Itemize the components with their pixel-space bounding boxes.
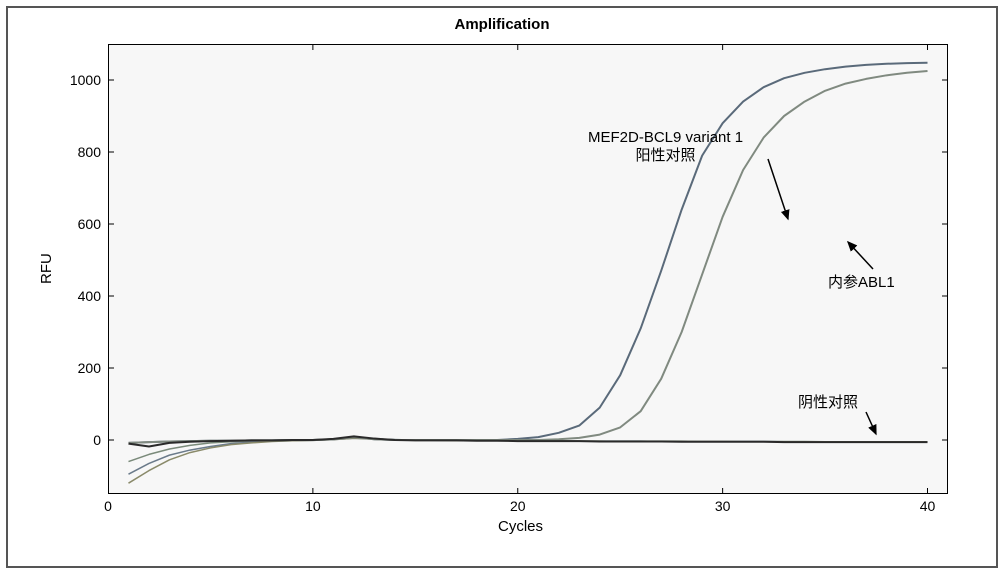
y-tick-label: 1000 (53, 72, 101, 88)
x-tick-label: 30 (708, 498, 738, 514)
y-tick-label: 400 (53, 288, 101, 304)
annotation-internal-ref: 内参ABL1 (828, 274, 895, 292)
plot-svg (108, 44, 948, 494)
y-tick-label: 800 (53, 144, 101, 160)
y-tick-label: 0 (53, 432, 101, 448)
plot-area (108, 44, 948, 494)
x-tick-label: 10 (298, 498, 328, 514)
chart-title: Amplification (8, 16, 996, 33)
x-tick-label: 0 (93, 498, 123, 514)
y-tick-label: 600 (53, 216, 101, 232)
chart-frame: Amplification RFU Cycles MEF2D-BCL9 vari… (6, 6, 998, 568)
x-axis-label: Cycles (498, 518, 543, 535)
annotation-negative-control: 阴性对照 (798, 394, 858, 412)
y-axis-label: RFU (38, 253, 55, 284)
y-tick-label: 200 (53, 360, 101, 376)
x-tick-label: 20 (503, 498, 533, 514)
x-tick-label: 40 (913, 498, 943, 514)
annotation-positive-line1: MEF2D-BCL9 variant 1 (588, 129, 743, 146)
annotation-positive-line2: 阳性对照 (588, 147, 743, 165)
annotation-positive-control: MEF2D-BCL9 variant 1 阳性对照 (588, 129, 743, 165)
